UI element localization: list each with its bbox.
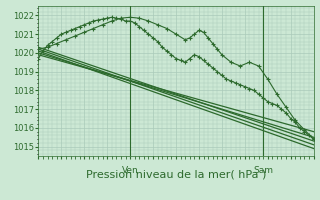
X-axis label: Pression niveau de la mer( hPa ): Pression niveau de la mer( hPa ) xyxy=(86,170,266,180)
Text: Sam: Sam xyxy=(253,166,273,175)
Text: Ven: Ven xyxy=(122,166,139,175)
